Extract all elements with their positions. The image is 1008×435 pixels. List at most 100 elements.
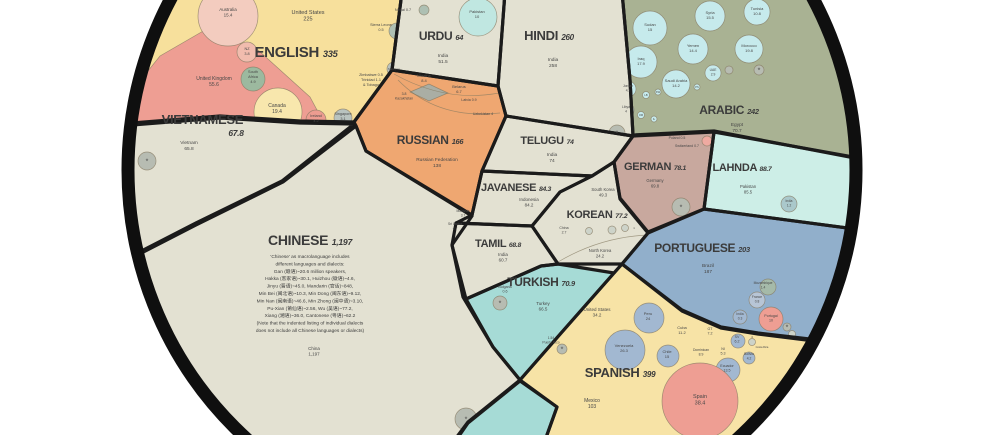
bubble-arabic xyxy=(642,91,650,99)
bubble-arabic xyxy=(677,33,709,65)
country-label-portuguese: Portugal 10 xyxy=(764,314,778,323)
asterisk-marker: * xyxy=(786,325,789,332)
country-label-tamil: Malaysia 3.7 xyxy=(456,209,469,217)
country-label-telugu: India 74 xyxy=(547,152,558,164)
cell-arc xyxy=(393,73,500,96)
country-label-arabic: Iraq 17.9 xyxy=(637,56,646,66)
bubble-english xyxy=(197,0,259,47)
asterisk-marker: * xyxy=(680,205,683,212)
language-label-urdu: URDU 64 xyxy=(419,29,464,43)
bubble-korean xyxy=(607,225,617,235)
country-label-portuguese: Brazil 187 xyxy=(702,263,714,275)
language-label-turkish: TURKISH 70.9 xyxy=(507,275,576,289)
language-label-german: GERMAN 78.1 xyxy=(624,161,686,173)
country-label-spanish: GT 7.2 xyxy=(708,327,714,336)
language-label-english: ENGLISH 335 xyxy=(254,44,338,61)
chinese-dialect-note: 'Chinese' as macrolanguage includes diffe… xyxy=(256,254,365,334)
region-lahnda xyxy=(704,132,854,231)
country-label-arabic: Tunisia 10.8 xyxy=(751,6,765,16)
bubble-arabic xyxy=(637,111,645,119)
language-label-tamil: TAMIL 68.8 xyxy=(475,238,521,250)
country-label-hindi: India 258 xyxy=(548,57,559,69)
country-label-english: Singapore 3.1 xyxy=(334,112,351,121)
bubble-arabic xyxy=(661,69,691,99)
country-label-spanish: Peru 24 xyxy=(644,311,652,321)
region-vietnamese xyxy=(130,118,354,262)
country-label-turkish: Bulgaria 0.6 xyxy=(498,285,511,294)
region-hindi xyxy=(498,0,633,136)
bubble-urdu xyxy=(458,0,498,37)
asterisk-marker: * xyxy=(499,301,502,308)
country-label-arabic: UAE 2.9 xyxy=(710,68,718,76)
asterisk-marker: * xyxy=(146,159,149,166)
language-label-portuguese: PORTUGUESE 203 xyxy=(654,241,751,255)
bubble-portuguese xyxy=(748,291,766,309)
country-label-spanish: Cuba 11.2 xyxy=(677,325,687,335)
country-label-arabic: Libya 4 xyxy=(622,105,630,113)
bubble-german xyxy=(671,197,691,217)
bubble-spanish xyxy=(730,333,746,349)
country-label-korean: South Korea 49.3 xyxy=(591,187,615,197)
bubble-spanish xyxy=(633,302,665,334)
language-label-korean: KOREAN 77.2 xyxy=(567,209,628,221)
country-label-arabic: Yemen 14.4 xyxy=(687,43,699,53)
bubble-spanish xyxy=(556,343,568,355)
bubble-spanish xyxy=(748,338,756,346)
region-tamil xyxy=(452,223,558,299)
language-label-javanese: JAVANESE 84.3 xyxy=(481,182,552,194)
country-label-english: Zimbabwe 0.5 Trinidad 1.1 & Tobago xyxy=(359,73,383,87)
bubble-english xyxy=(236,41,258,63)
bubble-urdu xyxy=(418,4,430,16)
bubble-arabic xyxy=(693,83,701,91)
country-label-german: Germany 69.8 xyxy=(646,178,664,188)
bubble-arabic xyxy=(734,34,764,64)
country-label-spanish: Dominican 8.9 xyxy=(693,348,709,357)
country-label-english: Sierra Leone 0.5 xyxy=(370,23,392,32)
bubble-arabic xyxy=(753,64,765,76)
region-border-spanish xyxy=(518,262,854,435)
country-label-russian: Latvia 0.9 xyxy=(461,98,476,102)
region-chinese xyxy=(130,126,520,435)
country-label-english: United Kingdom 55.6 xyxy=(196,76,232,88)
country-label-korean: 1 xyxy=(633,226,635,230)
asterisk-marker: * xyxy=(616,131,619,138)
bubble-spanish xyxy=(656,344,680,368)
bubble-spanish xyxy=(604,329,646,371)
language-label-chinese: CHINESE 1,197 xyxy=(268,232,353,248)
asterisk-marker: * xyxy=(758,68,761,75)
country-label-arabic: LB xyxy=(644,93,647,97)
circle-ring xyxy=(121,0,863,435)
bubble-lahnda xyxy=(780,195,798,213)
bubble-korean xyxy=(585,227,593,235)
language-label-hindi: HINDI 260 xyxy=(524,28,575,43)
country-label-english: Canada 19.4 xyxy=(268,103,286,115)
region-russian xyxy=(354,70,506,215)
bubble-arabic xyxy=(743,0,771,26)
language-label-arabic: ARABIC 242 xyxy=(699,103,760,117)
country-label-russian: Belarus 6.7 xyxy=(452,84,466,94)
country-label-arabic: OM xyxy=(639,113,643,117)
country-label-english: United States 225 xyxy=(291,10,324,23)
country-label-spanish: Spain 38.4 xyxy=(693,394,707,407)
bubble-portuguese xyxy=(732,309,748,325)
language-label-lahnda: LAHNDA 88.7 xyxy=(712,162,773,174)
bubble-english xyxy=(253,87,303,124)
language-label-vietnamese: VIETNAMESE 67.8 xyxy=(162,112,247,138)
country-label-korean: North Korea 24.2 xyxy=(589,248,612,258)
country-label-english: South Africa 4.9 xyxy=(248,70,259,84)
country-label-portuguese: Mozambique 1.4 xyxy=(754,281,773,289)
country-label-arabic: Sudan 15 xyxy=(644,22,656,32)
country-label-arabic: KW xyxy=(656,90,661,94)
country-label-arabic: Jordan 4.2 xyxy=(623,84,633,92)
country-label-arabic: Saudi Arabia 14.2 xyxy=(665,78,688,88)
bubble-vietnamese xyxy=(137,151,157,171)
country-label-spanish: United States 34.2 xyxy=(583,307,611,318)
region-border-lahnda xyxy=(702,130,854,233)
country-label-spanish: Ecuador 13.5 xyxy=(720,364,734,373)
country-label-tamil: India 60.7 xyxy=(498,252,508,263)
country-label-spanish: Mexico 103 xyxy=(584,398,600,410)
country-label-english: Malaysia xyxy=(388,67,400,71)
region-teal-wedge xyxy=(452,381,557,435)
country-label-vietnamese: Vietnam 65.8 xyxy=(180,140,198,152)
